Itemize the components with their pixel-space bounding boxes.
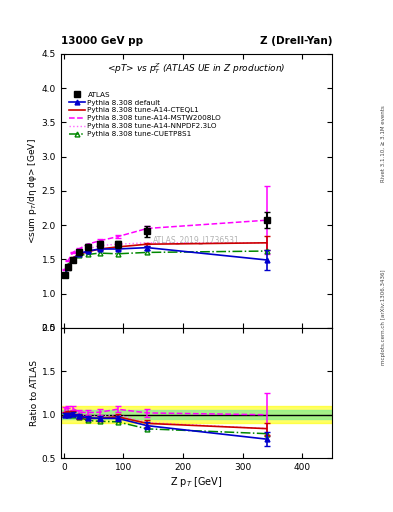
Y-axis label: Ratio to ATLAS: Ratio to ATLAS	[30, 360, 39, 426]
Bar	[61, 406, 332, 423]
X-axis label: Z p$_{T}$ [GeV]: Z p$_{T}$ [GeV]	[170, 475, 223, 489]
Text: <pT> vs p$_{T}^{Z}$ (ATLAS UE in Z production): <pT> vs p$_{T}^{Z}$ (ATLAS UE in Z produ…	[107, 60, 286, 76]
Bar	[61, 411, 332, 419]
Text: ATLAS_2019_I1736531: ATLAS_2019_I1736531	[153, 236, 240, 245]
Legend: ATLAS, Pythia 8.308 default, Pythia 8.308 tune-A14-CTEQL1, Pythia 8.308 tune-A14: ATLAS, Pythia 8.308 default, Pythia 8.30…	[67, 90, 223, 139]
Y-axis label: <sum p$_{T}$/dη dφ> [GeV]: <sum p$_{T}$/dη dφ> [GeV]	[26, 138, 39, 244]
Text: 13000 GeV pp: 13000 GeV pp	[61, 36, 143, 46]
Text: Rivet 3.1.10, ≥ 3.1M events: Rivet 3.1.10, ≥ 3.1M events	[381, 105, 386, 182]
Text: Z (Drell-Yan): Z (Drell-Yan)	[260, 36, 332, 46]
Text: mcplots.cern.ch [arXiv:1306.3436]: mcplots.cern.ch [arXiv:1306.3436]	[381, 270, 386, 365]
